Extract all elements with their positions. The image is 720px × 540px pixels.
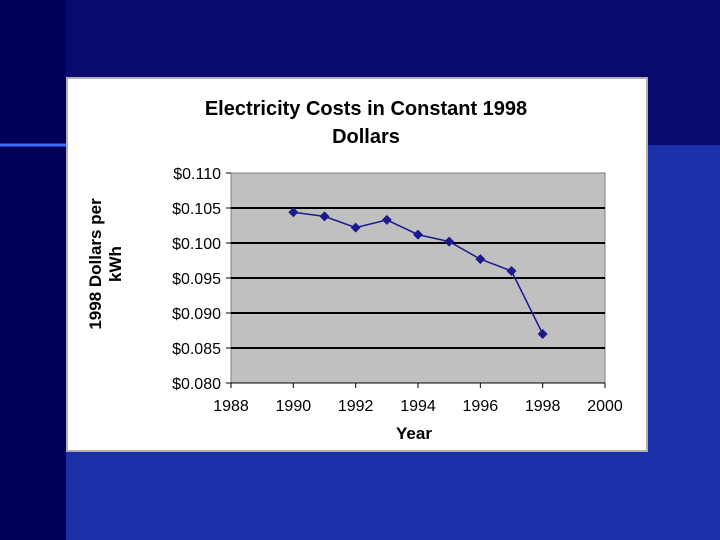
data-point	[537, 329, 548, 339]
data-point	[475, 254, 486, 265]
x-axis-ticks: 1988 1990 1992 1994 1996 1998 2000	[213, 382, 623, 415]
y-tick-label: $0.090	[172, 306, 221, 323]
y-axis-title: 1998 Dollars per kWh	[86, 198, 125, 330]
y-tick-label: $0.080	[172, 376, 221, 393]
y-tick-label: $0.100	[172, 236, 221, 253]
x-axis-title: Year	[396, 424, 432, 443]
background-left-strip	[0, 0, 66, 540]
y-axis-title-line-1: 1998 Dollars per	[86, 198, 105, 330]
data-point	[444, 236, 455, 247]
data-point	[288, 207, 299, 218]
series-1	[288, 207, 548, 339]
chart-title-line-2: Dollars	[332, 126, 400, 148]
y-axis-title-line-2: kWh	[106, 246, 125, 282]
x-tick-label: 1994	[400, 398, 436, 415]
x-tick-label: 2000	[587, 398, 623, 415]
y-tick-label: $0.085	[172, 341, 221, 358]
chart-container: Electricity Costs in Constant 1998 Dolla…	[66, 77, 648, 452]
data-point	[381, 214, 392, 225]
y-tick-label: $0.095	[172, 271, 221, 288]
chart-title-line-1: Electricity Costs in Constant 1998	[205, 98, 527, 120]
data-point	[319, 211, 330, 222]
y-tick-label: $0.110	[173, 166, 221, 183]
x-tick-label: 1988	[213, 398, 249, 415]
line-chart: Electricity Costs in Constant 1998 Dolla…	[86, 98, 623, 443]
y-tick-label: $0.105	[172, 201, 221, 218]
data-point	[413, 229, 423, 240]
data-point	[350, 222, 361, 233]
data-point	[506, 266, 517, 276]
x-tick-label: 1990	[276, 398, 312, 415]
x-tick-label: 1998	[525, 398, 561, 415]
x-tick-label: 1996	[463, 398, 499, 415]
x-tick-label: 1992	[338, 398, 374, 415]
gridlines	[231, 207, 605, 349]
y-axis-ticks: $0.080 $0.085 $0.090 $0.095 $0.100 $0.105 $0.1…	[172, 166, 231, 393]
